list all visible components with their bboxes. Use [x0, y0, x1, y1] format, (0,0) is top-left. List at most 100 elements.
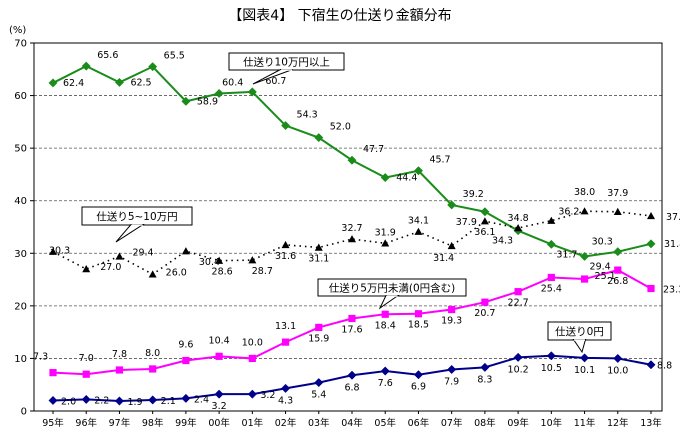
- data-label-2-14: 22.7: [508, 298, 529, 309]
- series-1-point-13: [480, 217, 489, 225]
- x-tick-label-16: 11年: [574, 417, 596, 429]
- data-label-3-15: 10.5: [541, 363, 562, 374]
- series-0-point-10: [380, 173, 390, 183]
- data-label-0-5: 60.4: [222, 77, 243, 88]
- data-label-0-6: 60.7: [265, 76, 286, 87]
- x-tick-label-4: 99年: [175, 417, 197, 429]
- series-1-point-0: [49, 247, 57, 255]
- y-axis-label: (%): [9, 25, 26, 36]
- series-0-point-13: [480, 207, 490, 217]
- series-3-point-12: [447, 364, 457, 375]
- data-labels: 62.4 65.6 62.5 65.5 58.9 60.4 60.7 54.3 52.0 47.7…: [33, 50, 680, 412]
- data-label-1-12: 31.4: [433, 253, 454, 264]
- series-1-point-3: [148, 270, 157, 278]
- series-3-point-18: [646, 360, 656, 370]
- data-label-2-7: 13.1: [275, 321, 296, 332]
- data-label-0-3: 65.5: [164, 51, 185, 62]
- data-label-0-9: 47.7: [363, 144, 384, 155]
- data-label-2-6: 10.0: [242, 337, 263, 348]
- series-2-point-7: [281, 338, 290, 346]
- chart-title: 【図表4】 下宿生の仕送り金額分布: [228, 7, 451, 24]
- series-1-point-4: [181, 247, 190, 255]
- series-1-point-7: [281, 240, 290, 249]
- series-0-point-8: [314, 133, 324, 143]
- series-0-point-5: [214, 88, 224, 99]
- callout-text-0: 仕送り10万円以上: [243, 56, 330, 69]
- series-0-point-12: [447, 200, 457, 210]
- series-3-point-9: [347, 370, 357, 380]
- series-1-point-10: [381, 239, 390, 247]
- data-label-0-15: 31.7: [556, 249, 577, 260]
- series-2-point-2: [115, 366, 124, 374]
- data-label-0-8: 52.0: [330, 122, 351, 133]
- series-0-point-9: [347, 155, 357, 165]
- x-tick-label-8: 03年: [308, 417, 330, 429]
- series-1-point-2: [115, 252, 124, 260]
- data-label-2-9: 17.6: [341, 324, 362, 335]
- data-label-0-7: 54.3: [297, 110, 318, 121]
- data-label-3-6: 3.2: [260, 390, 275, 401]
- series-1-point-12: [447, 241, 456, 250]
- series-0-point-15: [546, 239, 556, 249]
- series-1-point-17: [613, 207, 622, 215]
- x-tick-label-17: 12年: [607, 417, 629, 429]
- series-3-point-8: [314, 378, 324, 388]
- data-label-3-18: 8.8: [657, 361, 672, 372]
- axes: 0 10 20 30 40 50 60 70 95年 96年 97年 98年 99年 00年 01年 02年 0…: [14, 39, 663, 429]
- series-2-point-9: [348, 314, 356, 323]
- data-label-1-6: 28.7: [252, 266, 273, 277]
- series-3-point-4: [181, 393, 191, 403]
- series-3-point-10: [380, 366, 390, 376]
- series-0-point-17: [613, 247, 623, 257]
- callout-0: 仕送り10万円以上: [228, 52, 345, 85]
- series-3-point-14: [513, 352, 523, 362]
- callout-1: 仕送り5~10万円: [81, 206, 193, 243]
- series-0-point-16: [580, 251, 590, 261]
- data-label-2-16: 25.1: [595, 271, 616, 282]
- y-tick-label-40: 40: [14, 196, 27, 207]
- series-3-point-17: [613, 353, 623, 363]
- series-3-point-3: [148, 395, 158, 405]
- series-1-point-11: [414, 227, 423, 235]
- series-2-point-3: [149, 365, 157, 373]
- series-3-point-6: [247, 389, 257, 399]
- data-label-3-4: 2.4: [194, 394, 209, 405]
- series-3-point-0: [48, 395, 58, 406]
- series-2-point-12: [448, 305, 456, 314]
- series-2-point-14: [514, 288, 522, 296]
- series-0-point-18: [646, 239, 656, 249]
- data-label-1-8: 31.1: [308, 254, 329, 265]
- data-label-0-16: 29.4: [590, 261, 611, 272]
- data-label-2-5: 10.4: [209, 335, 230, 346]
- data-label-3-7: 4.3: [278, 395, 293, 406]
- x-tick-label-1: 96年: [75, 417, 97, 429]
- x-tick-label-10: 05年: [374, 417, 396, 429]
- x-tick-label-3: 98年: [142, 417, 164, 429]
- data-label-0-17: 30.3: [592, 237, 613, 248]
- data-label-3-8: 5.4: [311, 390, 326, 401]
- series-1-point-8: [314, 243, 323, 251]
- y-tick-label-10: 10: [14, 354, 27, 365]
- series-2-point-11: [414, 310, 423, 318]
- series-3-point-7: [281, 383, 291, 393]
- data-label-3-5: 3.2: [212, 401, 227, 412]
- y-tick-label-50: 50: [14, 144, 27, 155]
- series-1-point-5: [215, 256, 224, 264]
- x-tick-label-15: 10年: [541, 417, 563, 429]
- series-1-point-14: [514, 224, 523, 232]
- series-2-point-16: [580, 275, 589, 283]
- data-label-3-3: 2.1: [161, 396, 176, 407]
- series-1-point-15: [547, 216, 556, 224]
- data-label-3-14: 10.2: [508, 364, 529, 375]
- x-tick-label-13: 08年: [474, 417, 496, 429]
- data-label-2-0: 7.3: [33, 352, 48, 363]
- series-3-point-1: [81, 394, 91, 404]
- data-label-1-10: 31.9: [375, 227, 396, 238]
- x-tick-label-14: 09年: [507, 417, 529, 429]
- series-1-point-6: [248, 256, 257, 264]
- series-2-point-6: [248, 354, 256, 363]
- series-0-point-2: [114, 77, 124, 87]
- y-tick-label-60: 60: [14, 91, 27, 102]
- data-label-2-18: 23.3: [663, 285, 680, 296]
- data-label-2-3: 8.0: [145, 348, 160, 359]
